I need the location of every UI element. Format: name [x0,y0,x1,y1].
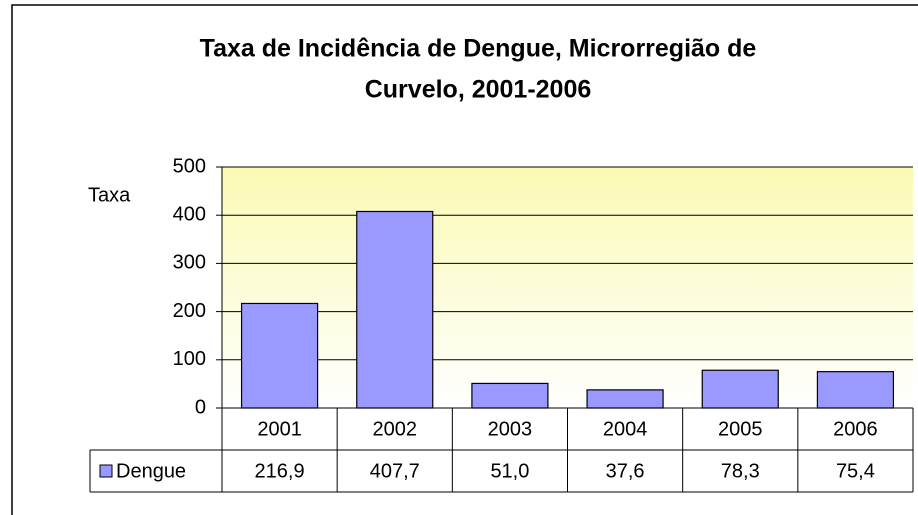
x-tick-label: 2001 [257,418,302,440]
table-value: 75,4 [836,460,875,482]
y-axis-label: Taxa [88,184,131,206]
table-value: 78,3 [721,460,760,482]
legend-key [99,464,113,478]
bar [586,389,664,409]
x-tick-label: 2005 [718,418,763,440]
legend-label: Dengue [116,460,186,482]
chart-title: Curvelo, 2001-2006 [365,76,592,104]
x-tick-label: 2003 [488,418,533,440]
y-tick-label: 100 [173,348,206,370]
bar [816,371,895,409]
y-tick-label: 500 [173,155,206,177]
plot-area [222,167,913,408]
table-value: 216,9 [255,460,305,482]
x-tick-label: 2004 [603,418,648,440]
bar [471,382,549,409]
y-tick-label: 200 [173,300,206,322]
bar [356,210,434,409]
bar [701,369,779,409]
table-value: 37,6 [606,460,645,482]
table-value: 51,0 [490,460,529,482]
y-tick-label: 0 [195,396,206,418]
chart-title: Taxa de Incidência de Dengue, Microrregi… [200,35,757,63]
y-tick-label: 300 [173,252,206,274]
x-tick-label: 2006 [833,418,878,440]
y-tick-label: 400 [173,203,206,225]
bar [240,302,319,409]
x-tick-label: 2002 [373,418,418,440]
table-value: 407,7 [370,460,420,482]
